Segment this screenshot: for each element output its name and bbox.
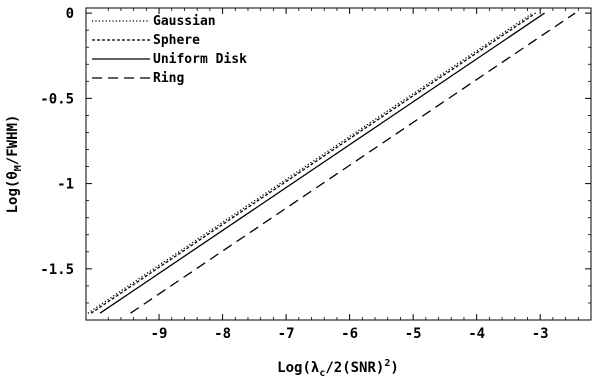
x-axis-label-superscript: 2 [384,358,390,369]
x-axis-label-suffix: ) [390,360,398,376]
y-axis-label-subscript: M [13,165,24,171]
x-axis-ticks: -9 -8 -7 -6 -5 -4 -3 [107,8,592,342]
x-axis-label: Log(λc/2(SNR)2) [277,358,399,379]
legend-entry: Sphere [153,33,200,48]
y-axis-label-prefix: Log(θ [5,171,21,213]
x-tick-label: -3 [532,326,549,342]
y-tick-label: 0 [66,6,74,22]
legend-entry: Gaussian [153,14,216,29]
x-tick-label: -4 [468,326,485,342]
y-axis-ticks: 0 -0.5 -1 -1.5 [40,6,591,321]
x-axis-label-subscript: c [319,368,325,379]
y-tick-label: -1.5 [40,262,74,278]
series-line-gaussian [87,12,533,314]
y-axis-label: Log(θM/FWHM) [5,115,24,214]
y-tick-label: -0.5 [40,91,74,107]
x-tick-label: -5 [405,326,422,342]
y-tick-label: -1 [57,177,74,193]
legend-entry: Ring [153,71,184,86]
series-line-sphere [90,12,537,314]
series-line-ring [130,12,576,314]
x-tick-label: -6 [341,326,358,342]
x-axis-label-prefix: Log(λ [277,360,319,376]
x-tick-label: -9 [151,326,168,342]
legend-entry: Uniform Disk [153,52,247,67]
series-lines [87,12,576,314]
x-tick-label: -7 [278,326,295,342]
x-axis-label-middle: /2(SNR) [325,360,384,376]
series-line-uniform-disk [99,12,545,314]
x-tick-label: -8 [214,326,231,342]
plot-frame [85,7,592,321]
legend: Gaussian Sphere Uniform Disk Ring [92,14,247,86]
y-axis-label-suffix: /FWHM) [5,115,21,166]
